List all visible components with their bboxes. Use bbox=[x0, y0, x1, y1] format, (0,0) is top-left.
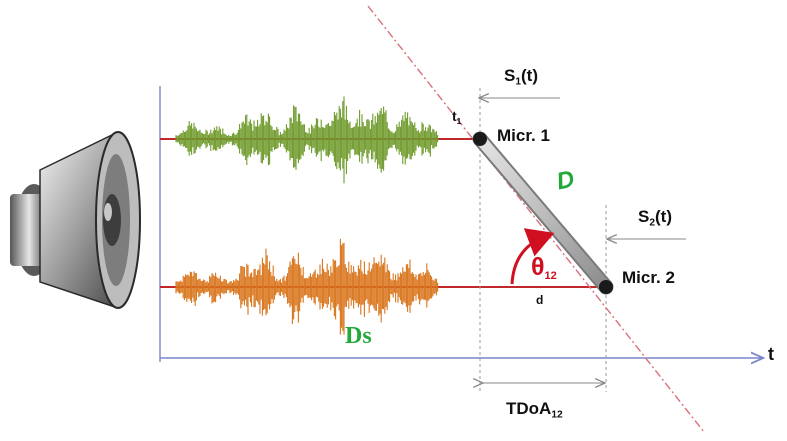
wavefront-line bbox=[367, 5, 705, 433]
t-axis-label: t bbox=[768, 344, 774, 364]
theta-label: θ12 bbox=[531, 253, 557, 282]
t1-label: t1 bbox=[452, 108, 462, 126]
micr2-dot bbox=[599, 280, 613, 294]
micr2-label: Micr. 2 bbox=[622, 268, 675, 287]
mic-bar bbox=[474, 133, 612, 293]
micr1-label: Micr. 1 bbox=[497, 126, 550, 145]
d-small-label: d bbox=[536, 293, 544, 307]
theta-arc bbox=[510, 228, 555, 285]
ds-label: Ds bbox=[345, 323, 372, 349]
speaker-icon bbox=[10, 130, 141, 309]
s1-label: S1(t) bbox=[504, 66, 538, 88]
micr1-dot bbox=[473, 132, 487, 146]
waveform-top bbox=[175, 96, 439, 184]
tdoa-label: TDoA12 bbox=[506, 399, 563, 421]
waveform-bottom bbox=[175, 238, 439, 335]
s2-label: S2(t) bbox=[638, 207, 672, 229]
